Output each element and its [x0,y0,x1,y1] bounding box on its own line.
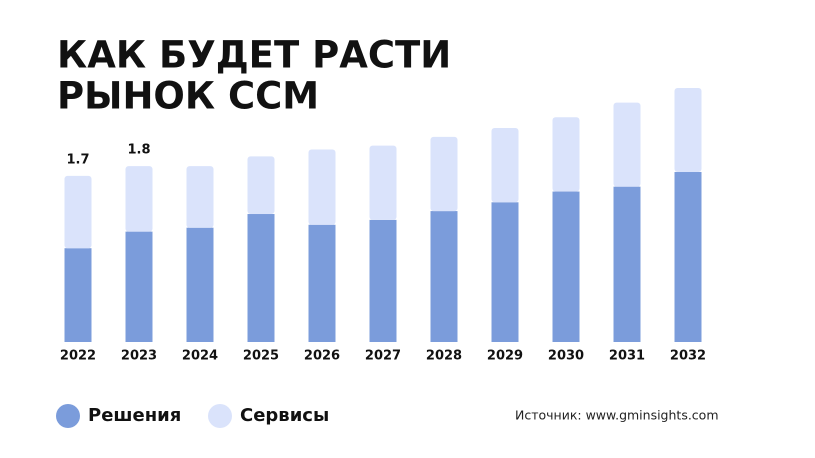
x-tick-label: 2026 [304,349,340,364]
x-tick-label: 2029 [487,349,523,364]
bar-segment [430,136,458,212]
bar-segment [674,88,702,173]
x-tick-label: 2024 [182,349,218,364]
total-label: 1.8 [127,143,150,158]
x-tick-label: 2023 [121,349,157,364]
legend-label: Сервисы [240,405,329,426]
bar-segment [491,128,519,203]
bar-segment [491,202,519,342]
bar-segment [552,117,580,192]
x-tick-label: 2022 [60,349,96,364]
bar-segment [64,175,92,249]
x-tick-label: 2030 [548,349,584,364]
bar-segment [308,149,336,225]
bar-segment [186,166,214,228]
bar-segment [430,211,458,342]
bar-segment [674,172,702,342]
bar-segment [613,186,641,342]
x-tick-label: 2032 [670,349,706,364]
source: Источник: www.gminsights.com [515,408,719,423]
bar-segment [613,102,641,187]
bar-segment [125,231,153,342]
chart-title: КАК БУДЕТ РАСТИ [57,34,451,77]
legend-swatch [56,404,80,428]
x-tick-label: 2027 [365,349,401,364]
bar-segment [125,166,153,232]
legend-swatch [208,404,232,428]
bar-segment [552,191,580,342]
x-tick-label: 2031 [609,349,645,364]
chart-title: РЫНОК CCM [57,75,319,118]
x-tick-label: 2028 [426,349,462,364]
x-tick-label: 2025 [243,349,279,364]
bar-segment [308,224,336,342]
bar-segment [369,219,397,342]
bar-segment [369,145,397,220]
bar-segment [64,248,92,342]
bar-segment [247,214,275,342]
total-label: 1.7 [66,152,89,167]
bar-segment [186,227,214,342]
legend-label: Решения [88,405,181,426]
bar-segment [247,156,275,215]
